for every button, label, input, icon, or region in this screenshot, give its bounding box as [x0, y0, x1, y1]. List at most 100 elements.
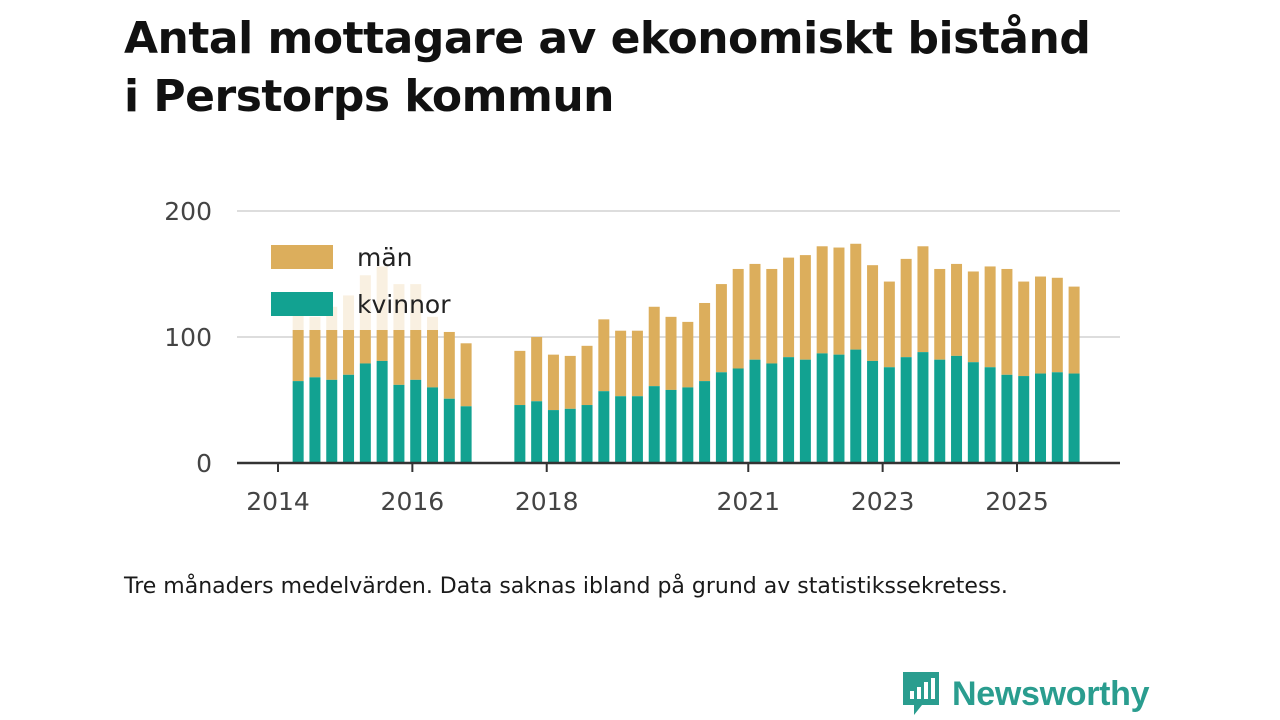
bar-kvinnor [443, 398, 455, 463]
bar-man [984, 266, 996, 368]
bar-man [1035, 276, 1047, 374]
legend-man-label: män [357, 243, 413, 272]
bar-kvinnor [564, 408, 576, 463]
bar-kvinnor [850, 349, 862, 463]
bar-man [799, 255, 811, 360]
chart-title-line-1: Antal mottagare av ekonomiskt bistånd [124, 13, 1091, 64]
bar-kvinnor [1035, 373, 1047, 463]
bar-kvinnor [715, 372, 727, 463]
chart-title-line-2: i Perstorps kommun [124, 71, 615, 122]
bar-man [514, 350, 526, 406]
x-tick-label: 2018 [515, 487, 579, 516]
bar-kvinnor [460, 406, 472, 463]
bar-man [1018, 281, 1030, 377]
bar-kvinnor [799, 359, 811, 463]
bar-kvinnor [343, 374, 355, 463]
bar-kvinnor [514, 405, 526, 463]
bar-man [749, 263, 761, 360]
footnote: Tre månaders medelvärden. Data saknas ib… [124, 574, 1008, 599]
x-tick-label: 2016 [381, 487, 445, 516]
legend-kvinnor-label: kvinnor [357, 290, 451, 319]
bar-kvinnor [1018, 376, 1030, 463]
bar-man [900, 258, 912, 358]
legend-man-swatch [271, 245, 333, 269]
bar-kvinnor [1001, 374, 1013, 463]
legend-kvinnor-swatch [271, 292, 333, 316]
bar-man [1051, 277, 1063, 373]
bar-kvinnor [427, 387, 439, 463]
bar-man [343, 295, 355, 375]
bar-kvinnor [615, 396, 627, 463]
bar-man [292, 313, 304, 382]
bar-man [967, 271, 979, 363]
bar-man [682, 321, 694, 388]
brand-name: Newsworthy [952, 674, 1150, 713]
bar-kvinnor [326, 379, 338, 463]
bar-kvinnor [900, 357, 912, 463]
bar-kvinnor [883, 367, 895, 463]
bar-kvinnor [309, 377, 321, 463]
x-tick-label: 2014 [246, 487, 310, 516]
bar-man [1068, 286, 1080, 374]
bar-man [460, 343, 472, 407]
bar-kvinnor [682, 387, 694, 463]
bar-man [631, 330, 643, 397]
bar-kvinnor [951, 355, 963, 463]
bar-man [665, 316, 677, 390]
bar-man [598, 319, 610, 392]
bar-man [699, 302, 711, 382]
bar-man [648, 306, 660, 387]
bar-kvinnor [359, 363, 371, 463]
bar-man [816, 246, 828, 354]
y-tick-label-0: 0 [196, 449, 212, 478]
bar-kvinnor [783, 357, 795, 463]
bar-man [732, 268, 744, 369]
bar-man [547, 354, 559, 411]
bar-man [766, 268, 778, 364]
bar-kvinnor [766, 363, 778, 463]
bar-man [715, 284, 727, 373]
bar-kvinnor [749, 359, 761, 463]
bar-kvinnor [292, 381, 304, 463]
bar-kvinnor [984, 367, 996, 463]
bar-man [427, 316, 439, 388]
bar-kvinnor [531, 401, 543, 463]
bar-kvinnor [917, 352, 929, 463]
stacked-bar-chart: 0 100 200 2014 2016 2018 2021 2023 2025 män kvinno… [164, 197, 1120, 516]
bar-man [1001, 268, 1013, 375]
bar-kvinnor [648, 386, 660, 463]
bar-man [564, 355, 576, 409]
bar-kvinnor [547, 410, 559, 463]
bar-kvinnor [581, 405, 593, 463]
bar-kvinnor [934, 359, 946, 463]
bar-man [581, 345, 593, 406]
bar-kvinnor [732, 368, 744, 463]
bar-man [833, 247, 845, 355]
bar-kvinnor [598, 391, 610, 463]
bar-kvinnor [1051, 372, 1063, 463]
bar-kvinnor [816, 353, 828, 463]
newsworthy-logo-icon [903, 672, 939, 715]
bar-man [850, 243, 862, 350]
bar-man [326, 306, 338, 380]
bar-kvinnor [393, 384, 405, 463]
bar-man [309, 316, 321, 378]
bar-kvinnor [699, 381, 711, 463]
bar-kvinnor [376, 360, 388, 463]
bar-kvinnor [410, 379, 422, 463]
bar-man [531, 337, 543, 402]
x-tick-label: 2023 [851, 487, 915, 516]
bar-kvinnor [1068, 373, 1080, 463]
bar-man [951, 263, 963, 356]
bar-man [883, 281, 895, 368]
x-tick-label: 2021 [716, 487, 780, 516]
bar-man [615, 330, 627, 397]
x-tick-label: 2025 [985, 487, 1049, 516]
bar-kvinnor [867, 360, 879, 463]
bar-kvinnor [833, 354, 845, 463]
bar-man [443, 331, 455, 399]
brand-logo: Newsworthy [900, 668, 1150, 720]
y-tick-label-100: 100 [164, 323, 212, 352]
bar-man [410, 284, 422, 380]
bar-man [393, 284, 405, 385]
